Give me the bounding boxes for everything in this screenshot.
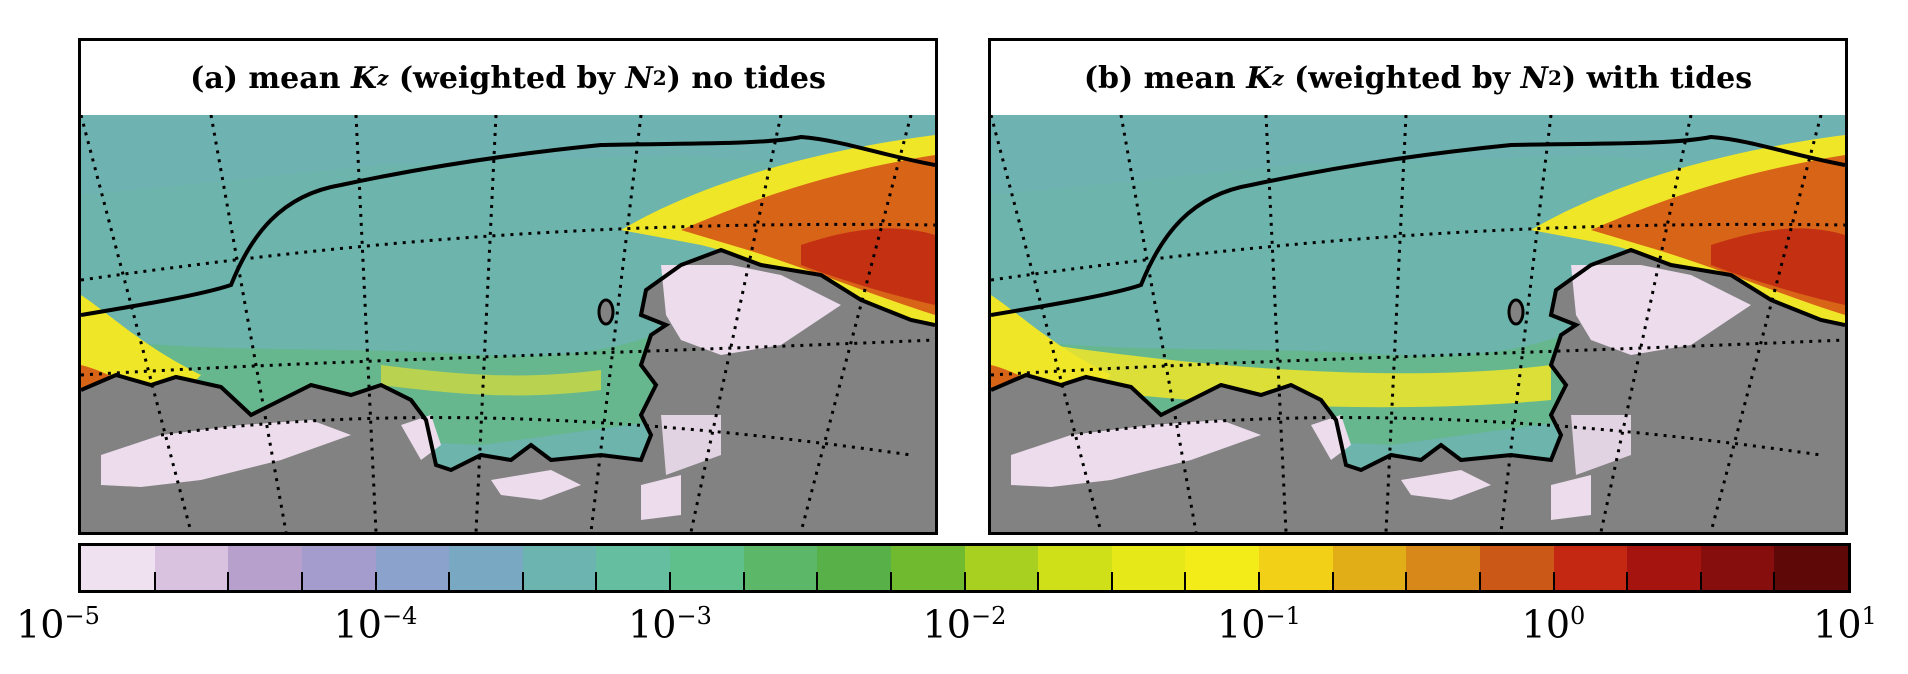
hottest-zone: [1711, 228, 1845, 305]
colorbar-tick-mark: [153, 572, 156, 590]
colorbar-tick-mark: [1110, 572, 1113, 590]
colorbar-segment: [1332, 546, 1407, 590]
colorbar-segment: [1700, 546, 1775, 590]
graticule-longitude: [474, 115, 498, 532]
colorbar-segment: [596, 546, 670, 590]
colorbar-segment: [743, 546, 818, 590]
colorbar-segment: [1479, 546, 1554, 590]
colorbar-segment: [1259, 546, 1333, 590]
colorbar-segment: [154, 546, 229, 590]
tidal-mixing-zone: [1051, 345, 1551, 408]
colorbar-tick-mark: [374, 572, 377, 590]
colorbar-tick-mark: [1626, 572, 1629, 590]
graticule-longitude: [354, 115, 378, 532]
colorbar-tick-mark: [1773, 572, 1776, 590]
colorbar-segment: [1627, 546, 1701, 590]
colorbar-tick-mark: [742, 572, 745, 590]
heatmap-b: [991, 115, 1845, 532]
ice-shelf-patch: [1551, 475, 1591, 520]
colorbar-segment: [670, 546, 744, 590]
colorbar-segment: [1038, 546, 1112, 590]
colorbar-segment: [301, 546, 376, 590]
colorbar-segment: [1553, 546, 1628, 590]
ice-shelf-patch: [491, 470, 581, 500]
mixing-patch: [381, 365, 601, 396]
colorbar-tick-label: 10−5: [16, 602, 100, 647]
colorbar-tick-mark: [448, 572, 451, 590]
colorbar-tick-mark: [963, 572, 966, 590]
colorbar-tick-mark: [1699, 572, 1702, 590]
colorbar-segment: [964, 546, 1039, 590]
graticule-latitude: [160, 416, 912, 457]
colorbar: [78, 543, 1851, 593]
colorbar-tick-mark: [669, 572, 671, 590]
colorbar-tick-mark: [300, 572, 303, 590]
ice-shelf-patch: [101, 420, 351, 487]
colorbar-segment: [890, 546, 965, 590]
shelf-contour: [81, 134, 935, 317]
colorbar-tick-label: 101: [1813, 602, 1877, 647]
colorbar-tick-label: 10−3: [628, 602, 712, 647]
panel-b-map: [991, 115, 1845, 532]
graticule-longitude: [1264, 115, 1288, 532]
colorbar-segment: [449, 546, 523, 590]
ice-shelf-patch: [1401, 470, 1491, 500]
graticule-latitude: [1070, 416, 1822, 457]
graticule-longitude: [1384, 115, 1408, 532]
colorbar-tick-label: 100: [1521, 602, 1586, 647]
colorbar-tick-mark: [1184, 572, 1187, 590]
colorbar-tick-mark: [1552, 572, 1555, 590]
colorbar-segment: [1774, 546, 1848, 590]
graticule-longitude: [209, 115, 288, 532]
graticule-longitude: [1119, 115, 1198, 532]
colorbar-segment: [1111, 546, 1186, 590]
panel-a-map: [81, 115, 935, 532]
ice-shelf-patch: [641, 475, 681, 520]
colorbar-tick-mark: [1037, 572, 1040, 590]
colorbar-segment: [817, 546, 891, 590]
colorbar-segment: [1185, 546, 1259, 590]
coastline: [991, 247, 1845, 473]
island: [597, 298, 615, 326]
colorbar-segment: [522, 546, 597, 590]
colorbar-tick-mark: [889, 572, 892, 590]
graticule-latitude: [81, 222, 935, 282]
graticule-latitude: [991, 222, 1845, 282]
ice-shelf-patch: [1011, 420, 1261, 487]
ice-shelf-patch: [661, 265, 841, 355]
graticule-latitude: [81, 338, 935, 377]
ice-shelf-patch: [1571, 265, 1751, 355]
hottest-zone: [801, 228, 935, 305]
coastline: [81, 247, 935, 473]
colorbar-segment: [81, 546, 155, 590]
colorbar-tick-label: 10−1: [1217, 602, 1301, 647]
colorbar-tick-label: 10−4: [333, 602, 418, 647]
island: [1507, 298, 1525, 326]
colorbar-segment: [375, 546, 450, 590]
colorbar-segment: [228, 546, 302, 590]
heatmap-a: [81, 115, 935, 532]
colorbar-tick-label: 10−2: [922, 602, 1007, 647]
graticule-longitude: [1499, 115, 1553, 532]
shelf-contour: [991, 134, 1845, 317]
colorbar-tick-mark: [1405, 572, 1408, 590]
colorbar-tick-mark: [1258, 572, 1260, 590]
colorbar-segment: [1406, 546, 1480, 590]
colorbar-tick-mark: [1478, 572, 1481, 590]
colorbar-tick-mark: [595, 572, 598, 590]
colorbar-tick-mark: [1331, 572, 1334, 590]
graticule-latitude: [991, 338, 1845, 377]
colorbar-tick-mark: [521, 572, 524, 590]
graticule-longitude: [589, 115, 643, 532]
colorbar-tick-mark: [227, 572, 230, 590]
colorbar-tick-mark: [816, 572, 819, 590]
